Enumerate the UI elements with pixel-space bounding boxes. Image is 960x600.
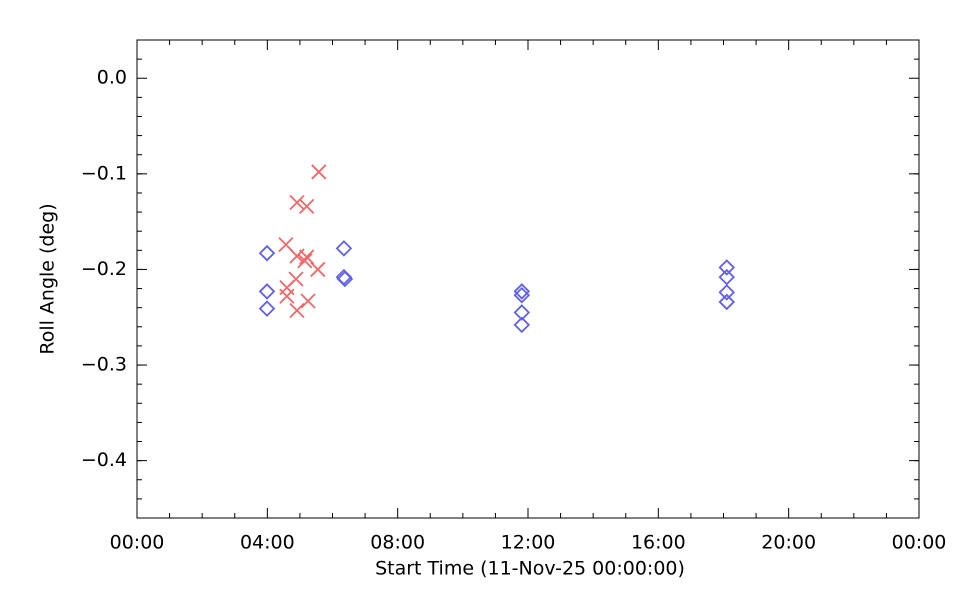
x-tick-label: 04:00 [240, 532, 295, 554]
x-axis-label: Start Time (11-Nov-25 00:00:00) [375, 558, 685, 580]
x-tick-label: 16:00 [631, 532, 686, 554]
y-tick-label: −0.4 [81, 449, 127, 471]
data-point [718, 293, 736, 311]
data-point [297, 253, 313, 269]
data-point [513, 286, 531, 304]
x-tick-label: 00:00 [110, 532, 165, 554]
x-tick-label: 00:00 [892, 532, 947, 554]
data-point [289, 194, 305, 211]
data-point [258, 300, 276, 317]
data-point [335, 240, 353, 257]
data-point [299, 198, 315, 214]
data-point [513, 304, 531, 321]
x-tick-label: 08:00 [370, 532, 425, 554]
data-point [513, 316, 531, 334]
data-point [300, 293, 316, 309]
data-point [718, 259, 736, 276]
data-point [299, 249, 315, 265]
data-point [279, 288, 295, 304]
data-point [310, 261, 326, 278]
y-tick-label: −0.3 [81, 354, 127, 376]
y-tick-label: 0.0 [97, 67, 127, 89]
y-tick-label: −0.1 [81, 162, 127, 184]
plot-frame [136, 39, 920, 519]
y-axis-label: Roll Angle (deg) [37, 203, 59, 354]
data-point [289, 302, 305, 319]
data-point [513, 283, 531, 300]
x-tick-label: 20:00 [761, 532, 816, 554]
x-tick-label: 12:00 [501, 532, 556, 554]
data-point [336, 270, 354, 288]
data-point [258, 283, 276, 300]
data-point [311, 164, 327, 180]
data-point [258, 244, 276, 262]
data-point [718, 284, 736, 301]
data-point [718, 268, 736, 286]
y-tick-label: −0.2 [81, 258, 127, 280]
